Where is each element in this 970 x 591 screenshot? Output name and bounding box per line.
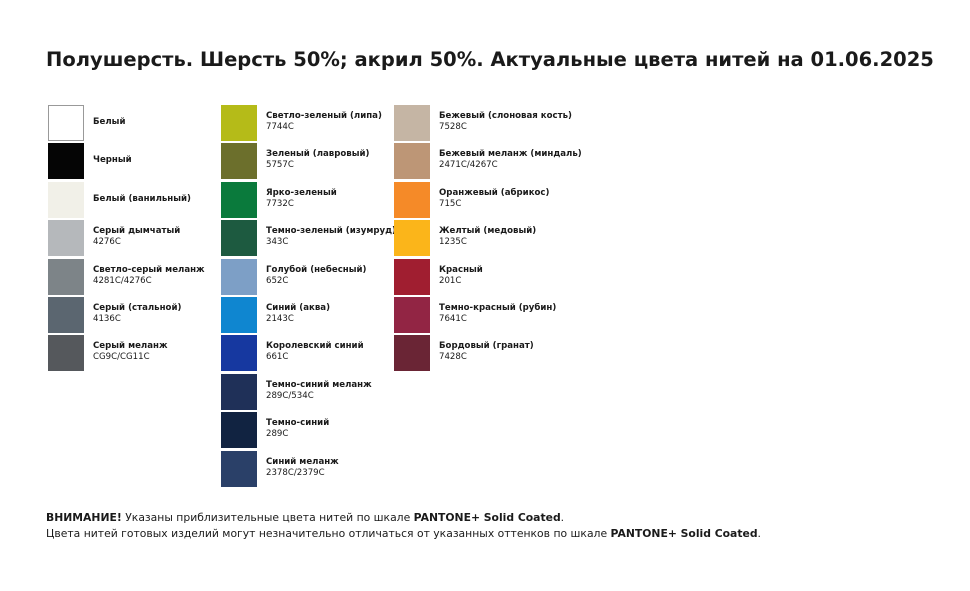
footer-text: PANTONE+ Solid Coated (610, 527, 758, 540)
color-swatch (394, 258, 430, 295)
color-code: 652C (266, 275, 289, 286)
color-swatch (221, 373, 257, 410)
color-swatch (221, 412, 257, 449)
color-swatch (48, 181, 84, 218)
footer-text: Цвета нитей готовых изделий могут незнач… (46, 527, 611, 540)
color-swatch (221, 181, 257, 218)
color-swatch (221, 335, 257, 372)
color-swatch (221, 450, 257, 487)
color-name: Бежевый (слоновая кость) (439, 111, 572, 121)
color-code: 7528C (439, 122, 467, 132)
footer-text: . (560, 511, 565, 524)
color-name: Темно-синий (266, 418, 330, 429)
footer-note: Цвета нитей готовых изделий могут незнач… (46, 527, 761, 540)
color-name: Белый (93, 117, 126, 127)
color-name: Бордовый (гранат) (439, 341, 534, 352)
footer-note: ВНИМАНИЕ! Указаны приблизительные цвета … (46, 511, 564, 524)
footer-text: PANTONE+ Solid Coated (413, 511, 561, 524)
color-swatch (221, 143, 257, 180)
color-name: Оранжевый (абрикос) (439, 187, 550, 198)
color-code: 289C (266, 429, 289, 440)
color-name: Бежевый меланж (миндаль) (439, 149, 582, 160)
footer-text: ВНИМАНИЕ! (46, 511, 122, 524)
color-code: 201C (439, 275, 462, 286)
color-name: Светло-зеленый (липа) (266, 111, 382, 121)
color-name: Зеленый (лавровый) (266, 149, 370, 160)
title: Полушерсть. Шерсть 50%; акрил 50%. Актуа… (46, 48, 934, 71)
color-name: Красный (439, 264, 483, 275)
color-swatch (48, 105, 84, 141)
color-name: Синий меланж (266, 456, 339, 467)
color-code: 4276C (93, 237, 121, 248)
color-swatch (48, 258, 84, 295)
color-code: 4281C/4276C (93, 275, 152, 286)
color-code: CG9C/CG11C (93, 352, 150, 363)
color-swatch (48, 297, 84, 333)
color-code: 7732C (266, 198, 294, 209)
color-swatch (221, 297, 257, 333)
color-code: 1235C (439, 237, 467, 248)
color-swatch (221, 258, 257, 295)
color-name: Светло-серый меланж (93, 264, 205, 275)
color-name: Голубой (небесный) (266, 264, 367, 275)
color-name: Темно-синий меланж (266, 379, 372, 390)
color-code: 7641C (439, 314, 467, 324)
color-swatch (394, 220, 430, 257)
color-code: 2378C/2379C (266, 467, 325, 478)
color-code: 7428C (439, 352, 467, 363)
color-code: 715C (439, 198, 462, 209)
color-name: Темно-красный (рубин) (439, 303, 557, 313)
color-swatch (48, 335, 84, 372)
color-swatch (48, 220, 84, 257)
color-swatch (221, 105, 257, 141)
color-code: 661C (266, 352, 289, 363)
color-swatch (394, 297, 430, 333)
color-code: 2471C/4267C (439, 160, 498, 171)
color-name: Белый (ванильный) (93, 193, 191, 204)
color-code: 289C/534C (266, 390, 314, 401)
color-code: 2143C (266, 314, 294, 324)
color-name: Темно-зеленый (изумруд) (266, 226, 396, 237)
color-name: Серый (стальной) (93, 303, 182, 313)
color-code: 4136C (93, 314, 121, 324)
footer-text: . (757, 527, 761, 540)
color-name: Желтый (медовый) (439, 226, 537, 237)
color-swatch (394, 105, 430, 141)
color-name: Серый меланж (93, 341, 168, 352)
color-code: 343C (266, 237, 289, 248)
color-swatch (394, 335, 430, 372)
color-code: 5757C (266, 160, 294, 171)
color-name: Королевский синий (266, 341, 364, 352)
color-name: Черный (93, 155, 132, 166)
color-name: Ярко-зеленый (266, 187, 337, 198)
color-swatch (394, 181, 430, 218)
color-code: 7744C (266, 122, 294, 132)
color-name: Серый дымчатый (93, 226, 181, 237)
color-swatch (221, 220, 257, 257)
color-name: Синий (аква) (266, 303, 331, 313)
footer-text: Указаны приблизительные цвета нитей по ш… (121, 511, 414, 524)
color-swatch (48, 143, 84, 180)
color-swatch (394, 143, 430, 180)
